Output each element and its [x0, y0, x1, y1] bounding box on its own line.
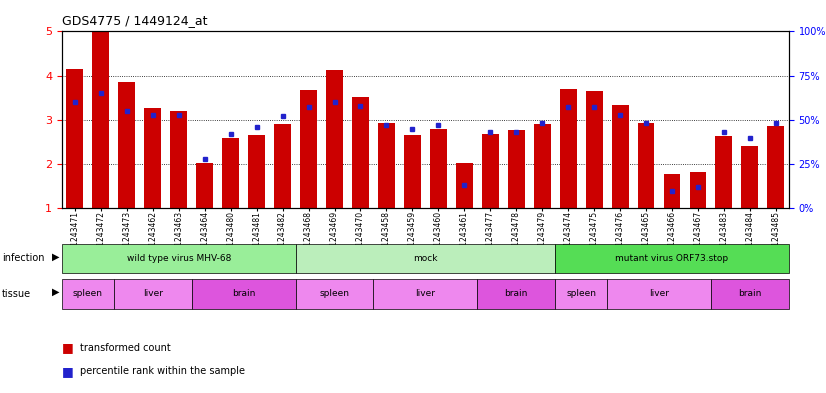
- Bar: [145, 108, 161, 208]
- Bar: [274, 124, 291, 208]
- Bar: [197, 163, 213, 208]
- Text: spleen: spleen: [320, 289, 349, 298]
- Text: transformed count: transformed count: [80, 343, 171, 353]
- Bar: [170, 111, 188, 208]
- Text: spleen: spleen: [73, 289, 103, 298]
- Text: mock: mock: [413, 254, 438, 263]
- Text: mutant virus ORF73.stop: mutant virus ORF73.stop: [615, 254, 729, 263]
- Bar: [430, 129, 447, 208]
- Text: brain: brain: [232, 289, 255, 298]
- Bar: [404, 135, 420, 208]
- Text: ▶: ▶: [52, 252, 59, 261]
- Text: brain: brain: [738, 289, 762, 298]
- Bar: [222, 138, 239, 208]
- Text: spleen: spleen: [566, 289, 596, 298]
- Bar: [663, 174, 681, 208]
- Bar: [534, 124, 551, 208]
- Text: liver: liver: [143, 289, 163, 298]
- Text: ■: ■: [62, 365, 74, 378]
- Bar: [248, 135, 265, 208]
- Bar: [767, 126, 784, 208]
- Bar: [93, 31, 109, 208]
- Text: wild type virus MHV-68: wild type virus MHV-68: [126, 254, 231, 263]
- Text: percentile rank within the sample: percentile rank within the sample: [80, 366, 245, 376]
- Bar: [300, 90, 317, 208]
- Bar: [118, 82, 135, 208]
- Text: liver: liver: [415, 289, 435, 298]
- Bar: [508, 130, 525, 208]
- Text: GDS4775 / 1449124_at: GDS4775 / 1449124_at: [62, 14, 207, 27]
- Text: ■: ■: [62, 341, 74, 354]
- Text: liver: liver: [649, 289, 669, 298]
- Bar: [456, 163, 472, 208]
- Bar: [586, 91, 602, 208]
- Bar: [482, 134, 499, 208]
- Text: tissue: tissue: [2, 289, 31, 299]
- Bar: [352, 97, 369, 208]
- Bar: [638, 123, 654, 208]
- Bar: [690, 172, 706, 208]
- Bar: [326, 70, 343, 208]
- Bar: [742, 146, 758, 208]
- Bar: [560, 89, 577, 208]
- Text: ▶: ▶: [52, 287, 59, 297]
- Bar: [611, 105, 629, 208]
- Text: brain: brain: [505, 289, 528, 298]
- Bar: [715, 136, 733, 208]
- Bar: [66, 69, 83, 208]
- Bar: [378, 123, 395, 208]
- Text: infection: infection: [2, 253, 44, 263]
